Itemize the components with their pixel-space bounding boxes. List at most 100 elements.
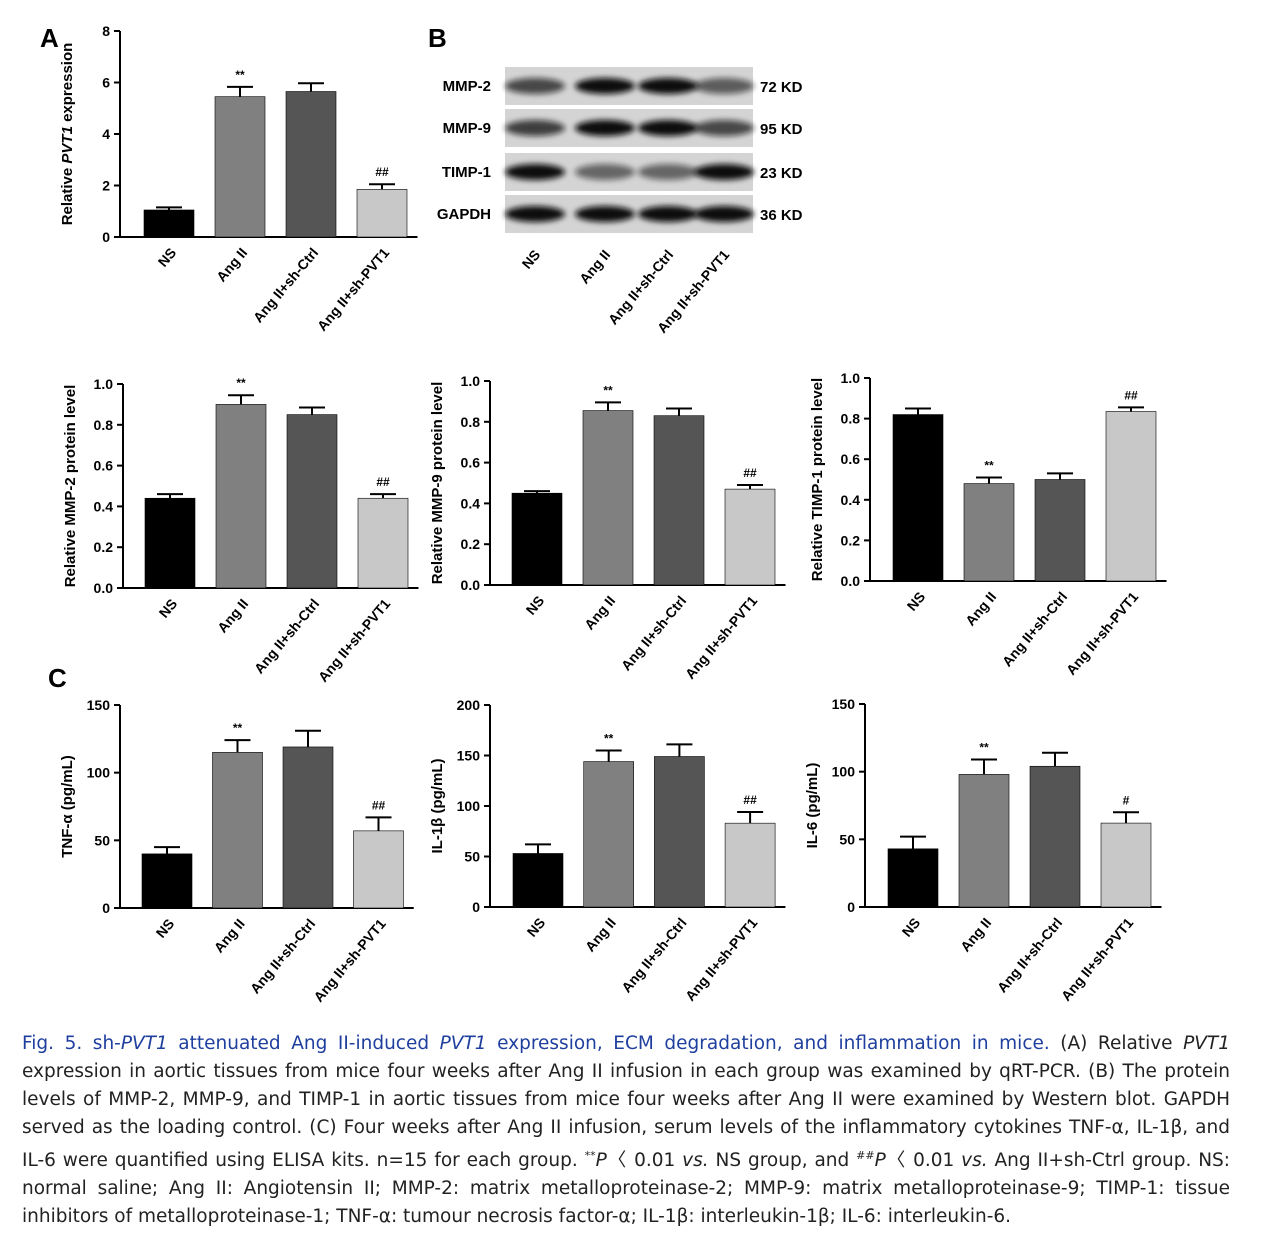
x-tick-label: Ang II — [581, 593, 618, 633]
caption-text: Ang II+sh-Ctrl group. NS: normal saline;… — [22, 1150, 1231, 1228]
caption-text: PVT1 — [439, 1033, 487, 1054]
protein-label: GAPDH — [437, 206, 491, 223]
protein-label: MMP-2 — [443, 78, 491, 95]
panel-label: B — [428, 23, 447, 53]
x-tick-label: Ang II+sh-PVT1 — [682, 914, 761, 1003]
caption-text: ## — [856, 1149, 875, 1162]
blot-band — [505, 78, 565, 94]
y-tick-label: 0.0 — [841, 573, 861, 589]
y-axis-label: TNF-α (pg/mL) — [59, 755, 76, 858]
blot-band — [638, 164, 698, 180]
error-bar — [299, 406, 325, 415]
x-tick-label: Ang II — [957, 915, 994, 955]
y-tick-label: 150 — [832, 696, 856, 712]
y-tick-label: 0 — [102, 900, 110, 916]
y-tick-label: 8 — [102, 23, 110, 39]
bar — [285, 91, 337, 238]
panel-label: A — [40, 23, 59, 53]
error-bar — [666, 407, 692, 416]
y-tick-label: 0.0 — [461, 577, 481, 593]
y-tick-label: 100 — [87, 765, 111, 781]
significance-label: ** — [603, 383, 613, 397]
y-tick-label: 200 — [457, 697, 481, 713]
caption-text: NS group, and — [708, 1150, 857, 1172]
blot-band — [575, 78, 635, 94]
y-axis-label-part: PVT1 — [59, 126, 76, 164]
blot-band — [638, 120, 698, 136]
size-label: 36 KD — [760, 207, 803, 224]
error-bar — [369, 183, 395, 190]
y-tick-label: 1.0 — [94, 376, 114, 392]
y-tick-label: 0.8 — [841, 411, 861, 427]
x-tick-label: Ang II — [214, 596, 251, 636]
y-tick-label: 0 — [472, 899, 480, 915]
y-tick-label: 100 — [457, 798, 481, 814]
x-tick-label: Ang II+sh-PVT1 — [310, 915, 389, 1004]
y-tick-label: 150 — [457, 748, 481, 764]
bar — [892, 414, 944, 582]
y-tick-label: 0.8 — [94, 417, 114, 433]
bar — [214, 96, 266, 238]
x-tick-label: NS — [524, 915, 549, 940]
error-bar — [737, 484, 763, 490]
error-bar — [1042, 751, 1068, 767]
y-tick-label: 50 — [464, 849, 480, 865]
size-label: 95 KD — [760, 121, 803, 138]
y-tick-label: 0.6 — [94, 458, 114, 474]
y-tick-label: 100 — [832, 764, 856, 780]
error-bar — [595, 749, 622, 762]
y-axis-label: Relative TIMP-1 protein level — [809, 378, 826, 581]
protein-label: TIMP-1 — [442, 164, 491, 181]
significance-label: ** — [984, 458, 994, 472]
caption-text: expression, ECM degradation, and inflamm… — [486, 1033, 1050, 1054]
bar — [512, 853, 564, 908]
caption-text: 〈 0.01 — [885, 1150, 962, 1172]
caption-text: vs. — [682, 1150, 709, 1172]
significance-label: ** — [604, 731, 614, 745]
x-tick-label: Ang II — [962, 589, 999, 629]
blot-band — [694, 164, 754, 180]
bar — [654, 756, 705, 908]
error-bar — [154, 846, 180, 854]
lane-label: Ang II — [576, 247, 613, 287]
significance-label: ## — [1124, 388, 1138, 402]
caption-text: PVT1 — [1183, 1033, 1230, 1054]
x-tick-label: Ang II+sh-Ctrl — [618, 593, 690, 674]
significance-label: ** — [235, 68, 245, 82]
bar — [212, 752, 263, 909]
bar — [724, 488, 776, 586]
error-bar — [224, 739, 251, 753]
caption-text: (A) Relative — [1049, 1033, 1184, 1054]
blot-band — [575, 164, 635, 180]
significance-label: ** — [233, 721, 243, 735]
error-bar — [157, 493, 183, 499]
y-axis-label: Relative PVT1 expression — [59, 43, 76, 226]
significance-label: ## — [376, 475, 390, 489]
caption-text: attenuated Ang II-induced — [167, 1033, 440, 1054]
significance-label: ## — [375, 165, 389, 179]
y-tick-label: 0.4 — [461, 495, 481, 511]
significance-label: # — [1123, 793, 1130, 807]
significance-label: ## — [372, 798, 386, 812]
y-tick-label: 0.8 — [461, 414, 481, 430]
bar — [724, 822, 776, 908]
bar — [356, 189, 408, 238]
error-bar — [1118, 406, 1144, 412]
y-tick-label: 1.0 — [461, 373, 481, 389]
y-axis-label: IL-6 (pg/mL) — [804, 763, 821, 849]
bar — [1100, 822, 1152, 908]
y-tick-label: 50 — [94, 832, 110, 848]
x-tick-label: Ang II+sh-Ctrl — [999, 589, 1071, 670]
y-tick-label: 50 — [839, 831, 855, 847]
error-bar — [976, 476, 1002, 484]
blot-band — [575, 120, 635, 136]
blot-band — [505, 206, 565, 222]
bar — [963, 483, 1015, 582]
bar — [887, 848, 939, 908]
bar — [1034, 479, 1086, 582]
significance-label: ** — [979, 740, 989, 754]
x-tick-label: NS — [153, 916, 178, 941]
y-tick-label: 0 — [102, 229, 110, 245]
x-tick-label: NS — [155, 245, 180, 270]
caption: Fig. 5. sh-PVT1 attenuated Ang II-induce… — [22, 1030, 1230, 1231]
